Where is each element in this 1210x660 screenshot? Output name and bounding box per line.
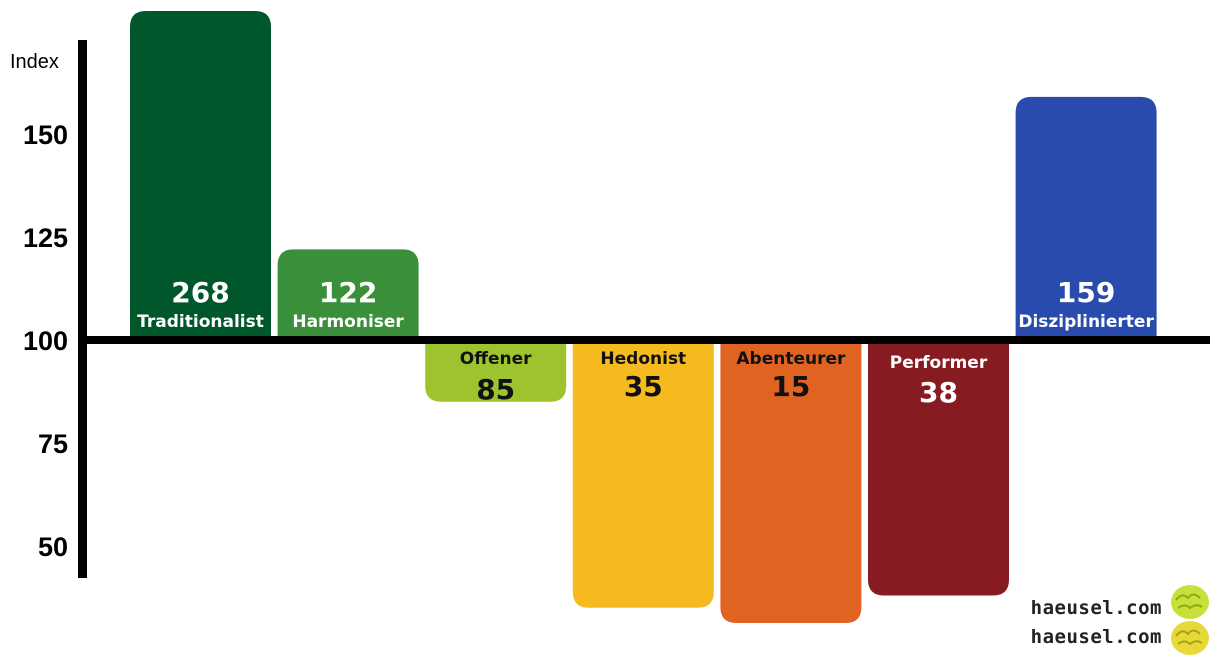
y-ticks: 150 125 100 75 50: [23, 120, 68, 562]
bar-category-label: Disziplinierter: [1018, 312, 1154, 332]
bar-traditionalist: [130, 11, 271, 340]
bar-category-label: Hedonist: [600, 349, 686, 369]
bar-hedonist: [572, 340, 714, 608]
y-tick-label: 125: [23, 223, 68, 253]
y-axis-title: Index: [10, 51, 59, 73]
bar-performer: [868, 340, 1009, 596]
watermark-text: haeusel.com: [1030, 626, 1162, 648]
bar-category-label: Offener: [460, 349, 532, 369]
bar-value-label: 38: [919, 376, 958, 409]
bar-value-label: 35: [624, 370, 663, 403]
y-tick-label: 150: [23, 120, 68, 150]
bar-category-label: Abenteurer: [736, 349, 846, 369]
baseline-line: [87, 336, 1210, 344]
bar-value-label: 122: [319, 276, 377, 309]
brain-logo-icon: [1171, 621, 1209, 655]
bar-harmoniser: [277, 249, 419, 340]
bar-value-label: 85: [476, 373, 515, 406]
bar-value-label: 159: [1057, 276, 1115, 309]
bars-layer: [130, 11, 1157, 623]
brain-logo-icon: [1171, 585, 1209, 619]
y-axis-line: [78, 40, 87, 578]
bar-disziplinierter: [1015, 96, 1157, 340]
bar-category-label: Harmoniser: [292, 312, 404, 332]
y-tick-label: 100: [23, 326, 68, 356]
bar-category-label: Performer: [890, 353, 988, 373]
y-tick-label: 75: [38, 429, 68, 459]
bar-category-label: Traditionalist: [137, 312, 264, 332]
bar-value-label: 268: [171, 276, 229, 309]
bar-value-label: 15: [771, 370, 810, 403]
y-tick-label: 50: [38, 532, 68, 562]
watermark-text: haeusel.com: [1030, 597, 1162, 619]
bar-abenteurer: [720, 340, 862, 623]
bar-labels: 268 Traditionalist 122 Harmoniser 85 Offener 3…: [137, 276, 1154, 409]
bar-offener: [425, 340, 567, 402]
